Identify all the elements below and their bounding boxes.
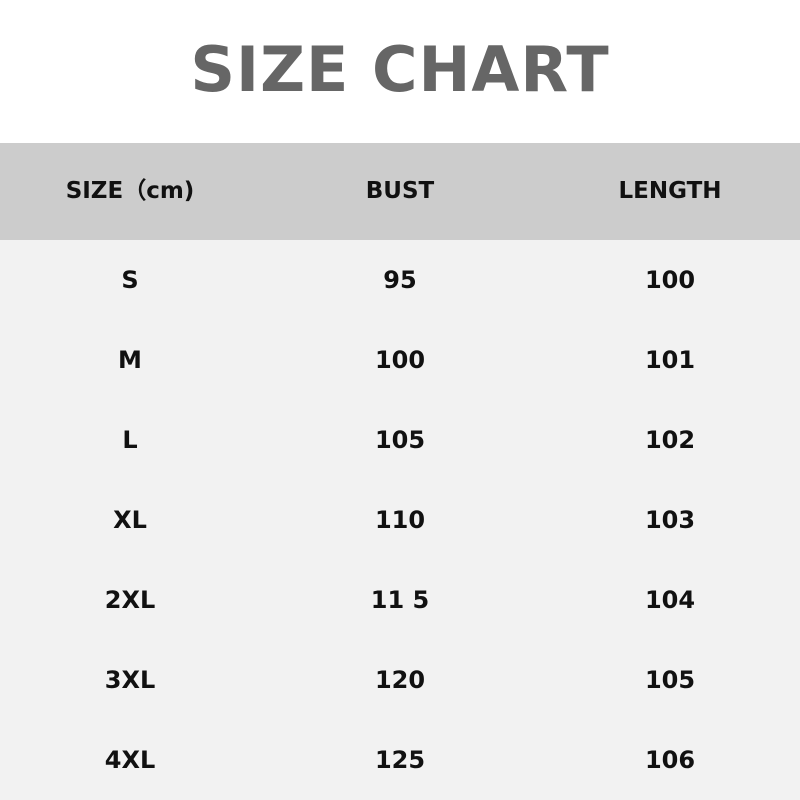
length-cell: 104 (644, 586, 696, 614)
size-cell: L (122, 426, 138, 454)
size-cell: S (121, 266, 139, 294)
table-body: S 95 100 M 100 101 L 105 102 XL 110 103 2XL 11 5 104 3X… (0, 240, 800, 800)
size-cell: M (118, 346, 142, 374)
size-cell: XL (113, 506, 147, 534)
bust-cell: 100 (374, 346, 426, 374)
bust-cell: 110 (374, 506, 426, 534)
length-cell: 100 (644, 266, 696, 294)
bust-cell: 105 (374, 426, 426, 454)
table-header: SIZE（cm) BUST LENGTH (0, 143, 800, 240)
page-title: SIZE CHART (190, 33, 610, 106)
size-cell: 2XL (104, 586, 156, 614)
size-cell: 4XL (104, 746, 156, 774)
size-cell: 3XL (104, 666, 156, 694)
bust-cell: 11 5 (370, 586, 430, 614)
header-length: LENGTH (618, 178, 722, 204)
length-cell: 106 (644, 746, 696, 774)
header-bust: BUST (365, 178, 435, 204)
length-cell: 103 (644, 506, 696, 534)
header-size: SIZE（cm) (65, 178, 195, 204)
length-cell: 101 (644, 346, 696, 374)
length-cell: 102 (644, 426, 696, 454)
bust-cell: 95 (383, 266, 417, 294)
bust-cell: 125 (374, 746, 426, 774)
bust-cell: 120 (374, 666, 426, 694)
length-cell: 105 (644, 666, 696, 694)
